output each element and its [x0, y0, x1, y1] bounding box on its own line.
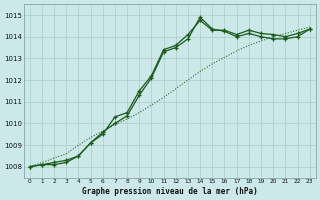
X-axis label: Graphe pression niveau de la mer (hPa): Graphe pression niveau de la mer (hPa) [82, 187, 258, 196]
